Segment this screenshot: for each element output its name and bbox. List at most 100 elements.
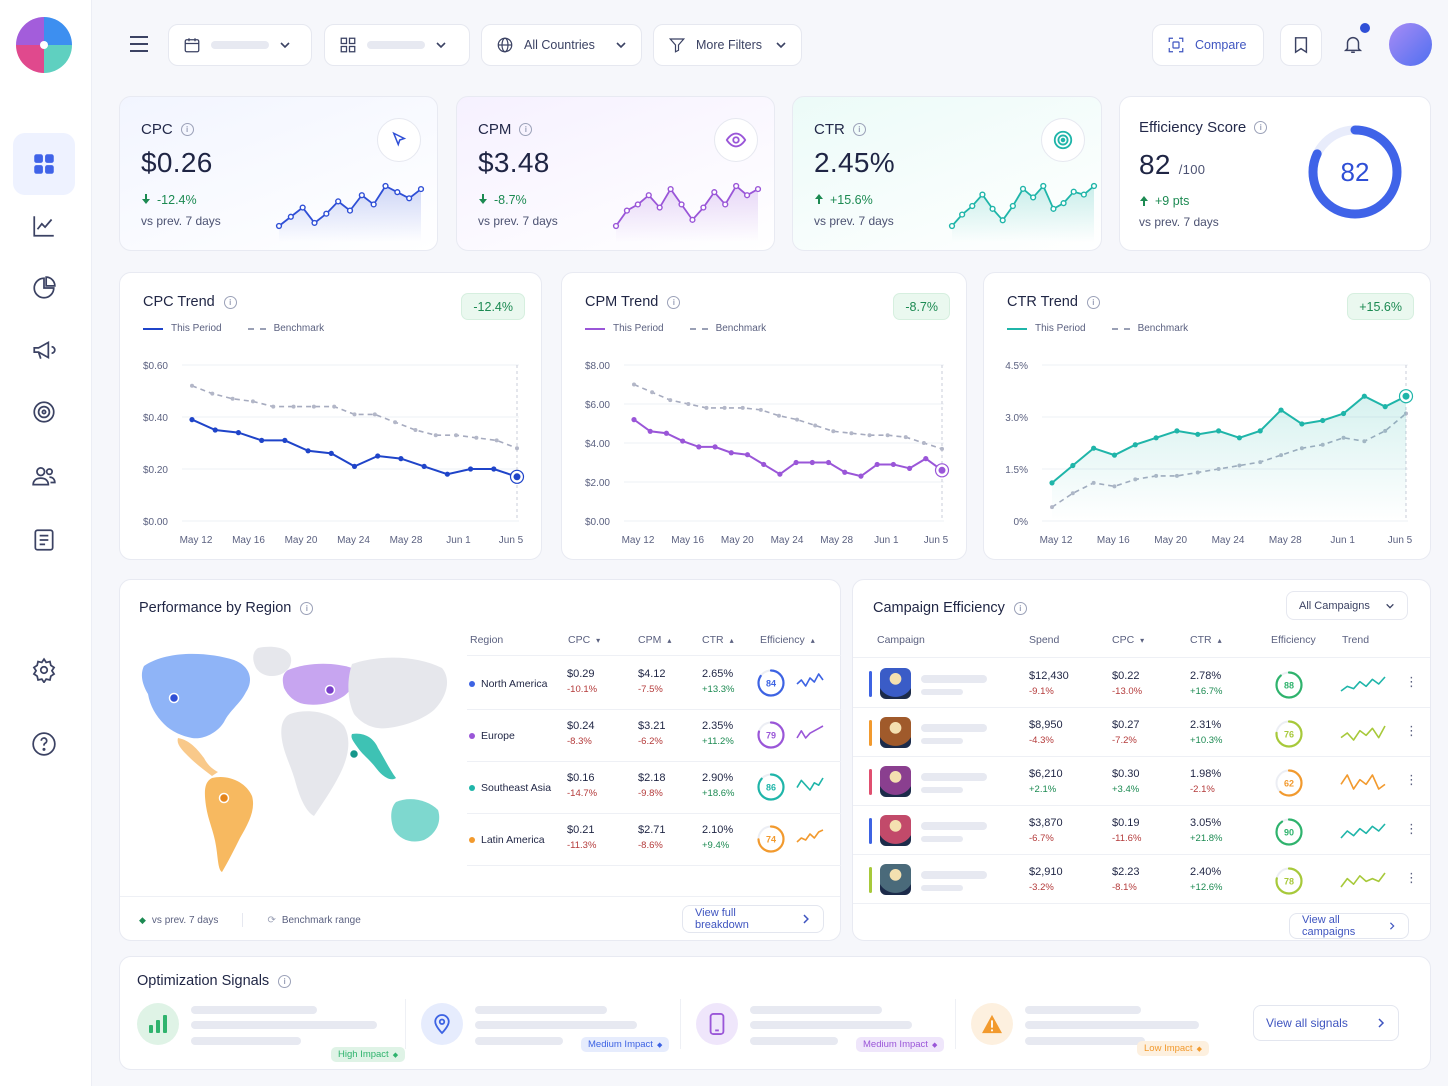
map-south-america xyxy=(204,776,254,872)
notifications-button[interactable] xyxy=(1342,23,1370,60)
nav-audience[interactable] xyxy=(13,445,75,507)
signal-impact-text: High Impact xyxy=(338,1049,389,1060)
compare-button[interactable]: Compare xyxy=(1152,24,1264,66)
this-period-point xyxy=(235,430,242,436)
region-cpm: $2.18 -9.8% xyxy=(638,772,666,799)
pie-chart-icon xyxy=(33,276,56,299)
nav-targeting[interactable] xyxy=(13,381,75,443)
ring-value: 74 xyxy=(766,835,776,845)
more-filters-button[interactable]: More Filters xyxy=(653,24,802,66)
cpc-value: $0.24 xyxy=(567,720,595,732)
nav-reports[interactable] xyxy=(13,257,75,319)
region-row[interactable]: Southeast Asia $0.16 -14.7% $2.18 -9.8% 2.90%… xyxy=(467,762,841,814)
ring-fill xyxy=(1275,818,1303,846)
region-ctr: 2.10% +9.4% xyxy=(702,824,733,851)
campaign-header-ctr[interactable]: CTR ▴ xyxy=(1190,634,1222,646)
map-central-america xyxy=(177,738,218,776)
ring-value: 76 xyxy=(1284,730,1294,740)
kpi-sparkline-point xyxy=(275,222,283,230)
benchmark-point xyxy=(311,404,316,409)
kpi-sparkline-point xyxy=(406,195,413,202)
benchmark-point xyxy=(494,438,499,443)
calendar-icon xyxy=(184,38,200,53)
y-tick-label: $6.00 xyxy=(585,400,610,411)
campaign-row[interactable]: $6,210 +2.1% $0.30 +3.4% 1.98% -2.1% 62 ⋮ xyxy=(853,757,1430,806)
row-menu-icon[interactable]: ⋮ xyxy=(1405,821,1418,836)
mini-trend-sparkline xyxy=(1340,872,1386,888)
campaign-row[interactable]: $3,870 -6.7% $0.19 -11.6% 3.05% +21.8% 90 ⋮ xyxy=(853,806,1430,855)
region-header-ctr[interactable]: CTR ▴ xyxy=(702,634,734,646)
nav-analytics[interactable] xyxy=(13,195,75,257)
chevron-down-icon xyxy=(436,42,446,49)
row-menu-icon[interactable]: ⋮ xyxy=(1405,723,1418,738)
megaphone-icon xyxy=(33,340,56,360)
region-header-efficiency[interactable]: Efficiency ▴ xyxy=(760,634,815,646)
nav-campaigns[interactable] xyxy=(13,319,75,381)
info-icon: i xyxy=(1013,601,1027,615)
campaign-row[interactable]: $2,910 -3.2% $2.23 -8.1% 2.40% +12.6% 78 ⋮ xyxy=(853,855,1430,904)
cpc-delta: -13.0% xyxy=(1112,686,1143,697)
nav-list[interactable] xyxy=(13,509,75,571)
signal-impact-text: Medium Impact xyxy=(588,1039,653,1050)
nav-settings[interactable] xyxy=(13,639,75,701)
benchmark-point xyxy=(921,441,926,445)
view-select[interactable] xyxy=(324,24,470,66)
campaign-row[interactable]: $8,950 -4.3% $0.27 -7.2% 2.31% +10.3% 76 ⋮ xyxy=(853,708,1430,757)
kpi-sparkline-point xyxy=(1019,185,1027,192)
this-period-point xyxy=(259,437,265,443)
avatar[interactable] xyxy=(1389,23,1432,66)
kpi-icon-button[interactable] xyxy=(714,118,758,162)
signal-impact-badge: High Impact ◆ xyxy=(331,1047,406,1062)
date-range-placeholder xyxy=(211,41,269,49)
row-menu-icon[interactable]: ⋮ xyxy=(1405,674,1418,689)
region-row[interactable]: North America $0.29 -10.1% $4.12 -7.5% 2.65% +… xyxy=(467,658,841,710)
kpi-sparkline-point xyxy=(287,213,294,220)
region-row[interactable]: Europe $0.24 -8.3% $3.21 -6.2% 2.35% +11.2% 79 xyxy=(467,710,841,762)
cpm-value: $3.21 xyxy=(638,720,666,732)
mini-trend-line xyxy=(796,725,824,739)
x-tick-label: May 12 xyxy=(180,535,213,546)
menu-button[interactable] xyxy=(128,34,150,59)
campaign-header-cpc[interactable]: CPC ▾ xyxy=(1112,634,1144,646)
kpi-icon-button[interactable] xyxy=(377,118,421,162)
y-tick-label: $2.00 xyxy=(585,478,610,489)
this-period-point xyxy=(1320,417,1326,424)
this-period-point xyxy=(1257,428,1263,434)
bookmark-button[interactable] xyxy=(1280,24,1322,66)
view-all-signals-button[interactable]: View all signals xyxy=(1253,1005,1399,1041)
row-menu-icon[interactable]: ⋮ xyxy=(1405,772,1418,787)
nav-help[interactable] xyxy=(13,713,75,775)
campaign-filter-select[interactable]: All Campaigns xyxy=(1286,591,1408,620)
map-greenland xyxy=(253,646,292,677)
map-marker-europe xyxy=(324,684,336,696)
benchmark-point xyxy=(885,433,890,438)
this-period-point xyxy=(1070,462,1076,469)
ring-value: 79 xyxy=(766,731,776,741)
mini-trend-line xyxy=(1340,676,1386,692)
kpi-delta-text: -12.4% xyxy=(157,193,197,207)
ctr-delta: +12.6% xyxy=(1190,882,1223,893)
compare-label: Compare xyxy=(1195,38,1247,52)
kpi-icon-button[interactable] xyxy=(1041,118,1085,162)
kpi-sparkline xyxy=(612,182,762,242)
nav-dashboard[interactable] xyxy=(13,133,75,195)
ctr-delta: -2.1% xyxy=(1190,784,1215,795)
region-row[interactable]: Latin America $0.21 -11.3% $2.71 -8.6% 2.10% +… xyxy=(467,814,841,866)
efficiency-score-card: Efficiency Score i 82/100 +9 pts vs prev.… xyxy=(1119,96,1431,251)
countries-select[interactable]: All Countries xyxy=(481,24,642,66)
efficiency-ring: 74 xyxy=(757,825,785,853)
campaign-spend: $12,430 -9.1% xyxy=(1029,670,1069,697)
view-full-breakdown-button[interactable]: View full breakdown xyxy=(682,905,824,933)
region-header-cpc[interactable]: CPC ▾ xyxy=(568,634,600,646)
x-tick-label: May 24 xyxy=(337,535,370,546)
view-all-campaigns-button[interactable]: View all campaigns xyxy=(1289,913,1409,939)
campaign-row[interactable]: $12,430 -9.1% $0.22 -13.0% 2.78% +16.7% 88 ⋮ xyxy=(853,659,1430,708)
date-range-select[interactable] xyxy=(168,24,312,66)
kpi-sparkline-point xyxy=(417,185,425,193)
signals-card: Optimization Signals i View all signals H… xyxy=(119,956,1431,1070)
row-menu-icon[interactable]: ⋮ xyxy=(1405,870,1418,885)
cpm-value: $2.18 xyxy=(638,772,666,784)
region-header-cpm[interactable]: CPM ▴ xyxy=(638,634,671,646)
cpc-delta: -7.2% xyxy=(1112,735,1137,746)
kpi-card-ctr: CTR i 2.45% +15.6% vs prev. 7 days xyxy=(792,96,1102,251)
